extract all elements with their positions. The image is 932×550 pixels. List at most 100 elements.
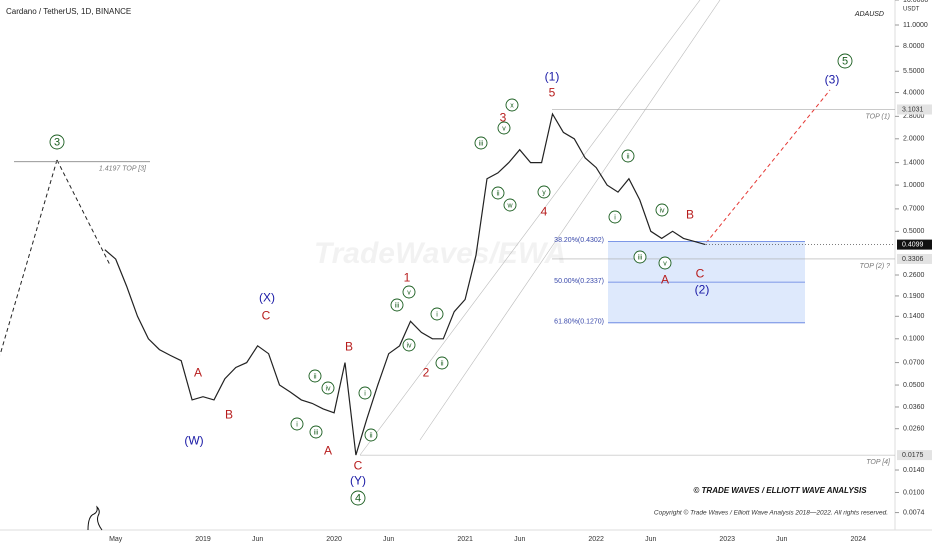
y-tick-label: 16.0000 <box>903 0 928 4</box>
wave-label: B <box>686 208 694 222</box>
wave-label: 5 <box>842 55 848 67</box>
wave-circle <box>402 338 416 352</box>
wave-label: i <box>614 214 616 221</box>
y-tick-label: 0.2600 <box>903 272 925 279</box>
price-badge <box>897 253 932 264</box>
wave-circle <box>497 121 511 135</box>
y-tick-label: 0.0360 <box>903 404 925 411</box>
wave-circle <box>537 185 551 199</box>
wave-label: 5 <box>549 86 556 100</box>
wave-circle <box>608 210 622 224</box>
y-tick-label: 0.0140 <box>903 467 925 474</box>
wave-circle <box>308 369 322 383</box>
fib-label: 61.80%(0.1270) <box>554 319 604 326</box>
wave-label: ii <box>313 373 317 380</box>
wave-circle <box>505 98 519 112</box>
wave-label: ii <box>626 153 630 160</box>
wave-label: iii <box>395 302 400 309</box>
price-badge <box>897 450 932 461</box>
wave-label: (X) <box>259 291 275 305</box>
wave-label: 4 <box>355 492 361 504</box>
x-tick-label: Jun <box>645 536 656 543</box>
wave-label: (3) <box>825 73 840 87</box>
x-tick-label: Jun <box>514 536 525 543</box>
y-tick-label: 0.1400 <box>903 313 925 320</box>
x-tick-label: 2020 <box>326 536 342 543</box>
wave-label: 2 <box>423 366 430 380</box>
wave-circle <box>474 136 488 150</box>
wave-circle <box>358 386 372 400</box>
y-tick-label: 0.5000 <box>903 228 925 235</box>
wave-circle <box>364 428 378 442</box>
wave-label: (Y) <box>350 474 366 488</box>
projection <box>705 89 831 244</box>
wave-circle <box>655 203 669 217</box>
price-badge <box>897 239 932 250</box>
y-tick-label: 8.0000 <box>903 43 925 50</box>
y-tick-label: 0.0074 <box>903 509 925 516</box>
y-tick-label: 5.5000 <box>903 68 925 75</box>
price-badge-label: 0.0175 <box>902 452 924 459</box>
price-badge <box>897 104 932 115</box>
wave-circle <box>621 149 635 163</box>
y-tick-label: 0.0700 <box>903 359 925 366</box>
wave-label: ii <box>496 190 500 197</box>
level-label: 1.4197 TOP [3] <box>99 166 147 173</box>
y-tick-label: 0.0500 <box>903 382 925 389</box>
y-tick-label: 2.8000 <box>903 113 925 120</box>
y-axis-label: USDT <box>903 7 920 13</box>
x-tick-label: Jun <box>383 536 394 543</box>
wave-label: A <box>324 444 332 458</box>
logo <box>87 505 103 531</box>
x-tick-label: May <box>109 536 123 543</box>
watermark: TradeWaves/EWA <box>314 237 566 270</box>
y-tick-label: 0.1900 <box>903 293 925 300</box>
wave-label: y <box>542 189 546 196</box>
wave-label: (1) <box>545 70 560 84</box>
level-label: TOP (1) <box>865 113 890 120</box>
wave-label: C <box>262 309 271 323</box>
y-tick-label: 0.7000 <box>903 206 925 213</box>
wave-label: B <box>345 340 353 354</box>
channel <box>359 0 701 456</box>
wave-path <box>0 159 58 356</box>
wave-label: (2) <box>695 283 710 297</box>
wave-label: ii <box>440 360 444 367</box>
wave-label: i <box>436 311 438 318</box>
level-label: TOP [4] <box>866 459 891 466</box>
wave-label: 3 <box>500 111 507 125</box>
wave-label: iii <box>479 140 484 147</box>
wave-circle <box>309 425 323 439</box>
wave-label: iii <box>638 254 643 261</box>
y-tick-label: 1.4000 <box>903 159 925 166</box>
wave-label: C <box>696 267 705 281</box>
x-tick-label: 2023 <box>719 536 735 543</box>
wave-label: v <box>663 260 667 267</box>
y-tick-label: 0.0100 <box>903 489 925 496</box>
y-tick-label: 0.1000 <box>903 336 925 343</box>
wave-label: A <box>194 366 202 380</box>
x-tick-label: 2022 <box>588 536 604 543</box>
price-badge-label: 3.1031 <box>902 106 924 113</box>
wave-circle <box>350 490 366 506</box>
copyright: Copyright © Trade Waves / Elliott Wave A… <box>654 509 888 517</box>
wave-label: v <box>502 125 506 132</box>
fib-label: 38.20%(0.4302) <box>554 237 604 244</box>
wave-label: iv <box>325 385 331 392</box>
x-tick-label: 2024 <box>850 536 866 543</box>
wave-label: 3 <box>54 136 60 148</box>
wave-label: C <box>354 459 363 473</box>
wave-circle <box>290 417 304 431</box>
wave-circle <box>435 356 449 370</box>
footer-title: © TRADE WAVES / ELLIOTT WAVE ANALYSIS <box>693 486 867 495</box>
wave-path <box>56 159 111 266</box>
wave-circle <box>402 285 416 299</box>
wave-label: (W) <box>184 434 203 448</box>
wave-label: 4 <box>541 205 548 219</box>
fib-label: 50.00%(0.2337) <box>554 278 604 285</box>
wave-label: i <box>364 390 366 397</box>
x-tick-label: 2021 <box>457 536 473 543</box>
wave-label: A <box>661 273 669 287</box>
y-tick-label: 2.0000 <box>903 136 925 143</box>
